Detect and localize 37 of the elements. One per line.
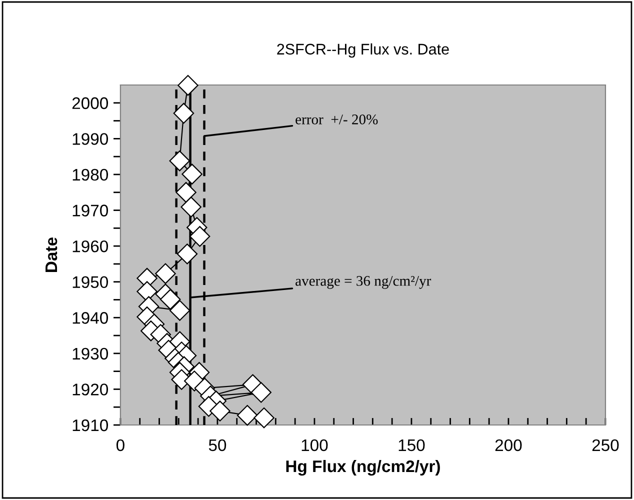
chart-title: 2SFCR--Hg Flux vs. Date — [277, 43, 449, 58]
x-tick-label: 200 — [495, 439, 522, 452]
y-tick-label: 1980 — [72, 168, 108, 181]
ref-line-label: average = 36 ng/cm²/yr — [296, 276, 432, 289]
point — [178, 74, 198, 96]
y-tick-label: 2000 — [72, 97, 108, 110]
y-tick-label: 1910 — [72, 419, 108, 432]
point — [160, 289, 181, 310]
point — [189, 226, 210, 247]
point — [236, 404, 258, 426]
x-tick-label: 0 — [116, 439, 124, 452]
point — [169, 300, 190, 321]
point — [182, 164, 202, 184]
y-tick-label: 1990 — [72, 133, 108, 145]
y-tick-label: 1970 — [72, 204, 108, 216]
point — [176, 244, 198, 264]
x-tick-label: 150 — [398, 439, 425, 452]
point — [250, 382, 272, 403]
point — [136, 281, 158, 302]
point — [176, 182, 196, 203]
x-tick-label: 50 — [208, 439, 226, 452]
y-axis-title: Date — [46, 238, 58, 272]
y-tick-label: 1920 — [72, 384, 108, 396]
ref-line-label: error +/- 20% — [296, 114, 378, 124]
point — [254, 407, 274, 428]
point — [155, 263, 176, 284]
y-tick-label: 1950 — [72, 276, 108, 288]
point — [169, 150, 190, 172]
x-axis-title: Hg Flux (ng/cm2/yr) — [286, 460, 440, 476]
y-tick-label: 1960 — [72, 240, 108, 252]
y-tick-label: 1930 — [72, 348, 108, 360]
x-tick-label: 100 — [302, 439, 328, 452]
point — [173, 102, 194, 124]
point — [210, 400, 230, 422]
x-tick-label: 250 — [592, 439, 619, 452]
point — [180, 196, 202, 218]
y-tick-label: 1940 — [72, 312, 108, 324]
